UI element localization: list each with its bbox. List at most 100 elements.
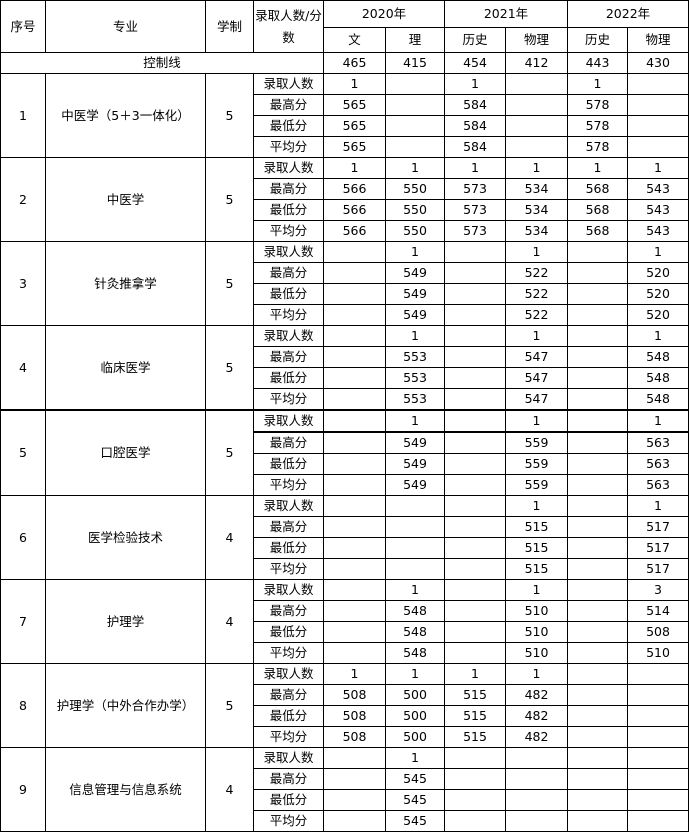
score-cell xyxy=(444,537,506,559)
metric-label: 最高分 xyxy=(253,768,324,790)
score-cell: 515 xyxy=(444,726,506,748)
score-cell: 548 xyxy=(627,367,689,389)
control-line-value: 454 xyxy=(444,52,506,74)
header-year-2020: 2020年 xyxy=(323,0,445,28)
score-cell xyxy=(385,94,445,116)
score-cell xyxy=(444,409,506,433)
score-cell xyxy=(323,409,386,433)
table-row: 最低分 515 517 xyxy=(1,537,689,559)
header-year-2021: 2021年 xyxy=(444,0,568,28)
major-name: 临床医学 xyxy=(45,325,206,411)
score-cell xyxy=(567,304,628,326)
score-cell: 534 xyxy=(505,178,568,200)
score-cell xyxy=(627,747,689,769)
score-cell xyxy=(567,747,628,769)
table-row: 最高分 565 584 578 xyxy=(1,94,689,116)
metric-label: 平均分 xyxy=(253,388,324,411)
score-cell: 510 xyxy=(505,621,568,643)
major-no: 6 xyxy=(0,495,46,580)
score-cell: 517 xyxy=(627,516,689,538)
score-cell xyxy=(444,367,506,389)
score-cell: 1 xyxy=(505,325,568,347)
major-no: 2 xyxy=(0,157,46,242)
score-cell: 566 xyxy=(323,199,386,221)
score-cell xyxy=(627,94,689,116)
metric-label: 录取人数 xyxy=(253,747,324,769)
table-row: 最低分 566 550 573 534 568 543 xyxy=(1,199,689,221)
score-cell xyxy=(567,283,628,305)
score-cell xyxy=(444,241,506,263)
metric-label: 最高分 xyxy=(253,431,324,454)
score-cell: 578 xyxy=(567,94,628,116)
score-cell xyxy=(385,136,445,158)
score-cell xyxy=(567,705,628,727)
metric-label: 最高分 xyxy=(253,262,324,284)
control-line-value: 415 xyxy=(385,52,445,74)
score-cell xyxy=(567,453,628,475)
major-years: 4 xyxy=(205,579,254,664)
score-cell xyxy=(323,367,386,389)
score-cell: 584 xyxy=(444,94,506,116)
score-cell xyxy=(505,136,568,158)
score-cell xyxy=(505,94,568,116)
score-cell xyxy=(444,579,506,601)
score-cell xyxy=(385,558,445,580)
table-row: 最低分 553 547 548 xyxy=(1,367,689,389)
score-cell: 510 xyxy=(505,600,568,622)
score-cell xyxy=(385,537,445,559)
score-cell: 568 xyxy=(567,220,628,242)
score-cell xyxy=(444,388,506,411)
score-cell: 550 xyxy=(385,199,445,221)
score-cell: 573 xyxy=(444,178,506,200)
metric-label: 最高分 xyxy=(253,516,324,538)
metric-label: 平均分 xyxy=(253,220,324,242)
score-cell xyxy=(567,810,628,832)
score-cell: 1 xyxy=(444,663,506,685)
score-cell xyxy=(627,810,689,832)
score-cell xyxy=(323,431,386,454)
table-row: 最高分 515 517 xyxy=(1,516,689,538)
score-cell: 515 xyxy=(505,537,568,559)
table-row: 平均分 565 584 578 xyxy=(1,136,689,158)
table-row: 最高分 549 559 563 xyxy=(1,431,689,454)
score-cell: 482 xyxy=(505,726,568,748)
score-cell xyxy=(323,304,386,326)
score-cell: 559 xyxy=(505,453,568,475)
score-cell xyxy=(444,495,506,517)
header-metric: 录取人数/分数 xyxy=(253,0,324,53)
metric-label: 录取人数 xyxy=(253,157,324,179)
score-cell xyxy=(567,642,628,664)
major-no: 1 xyxy=(0,73,46,158)
score-cell xyxy=(323,325,386,347)
score-cell: 1 xyxy=(627,241,689,263)
score-cell xyxy=(567,579,628,601)
score-cell xyxy=(505,810,568,832)
score-cell: 584 xyxy=(444,136,506,158)
score-cell: 482 xyxy=(505,705,568,727)
major-name: 医学检验技术 xyxy=(45,495,206,580)
score-cell xyxy=(323,558,386,580)
score-cell: 568 xyxy=(567,178,628,200)
score-cell: 543 xyxy=(627,178,689,200)
header-subject: 物理 xyxy=(505,27,568,53)
score-cell xyxy=(444,747,506,769)
score-cell: 520 xyxy=(627,304,689,326)
score-cell xyxy=(323,495,386,517)
score-cell: 1 xyxy=(505,579,568,601)
score-cell: 549 xyxy=(385,453,445,475)
score-cell: 1 xyxy=(627,409,689,433)
header-no: 序号 xyxy=(0,0,46,53)
metric-label: 平均分 xyxy=(253,726,324,748)
score-cell: 508 xyxy=(627,621,689,643)
score-cell xyxy=(323,768,386,790)
score-cell xyxy=(444,768,506,790)
score-cell xyxy=(444,789,506,811)
score-cell: 553 xyxy=(385,388,445,411)
score-cell: 559 xyxy=(505,474,568,496)
table-row: 平均分 548 510 510 xyxy=(1,642,689,664)
score-cell: 565 xyxy=(323,115,386,137)
score-cell: 1 xyxy=(505,241,568,263)
score-cell: 1 xyxy=(385,409,445,433)
score-cell: 1 xyxy=(385,747,445,769)
